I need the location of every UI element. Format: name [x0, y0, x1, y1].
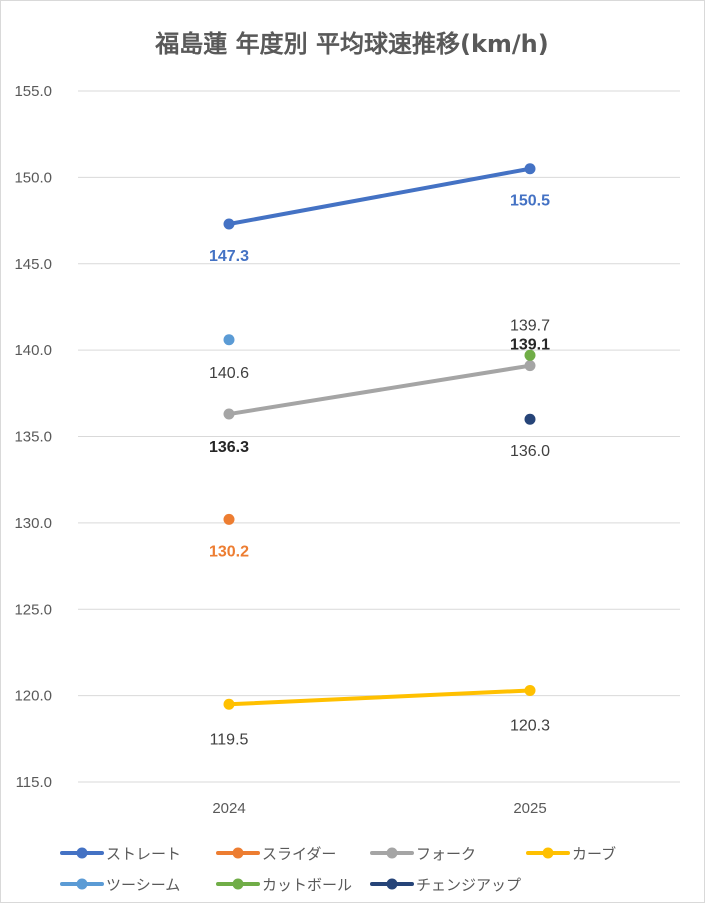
data-label: 119.5	[210, 731, 249, 748]
grid-lines	[78, 90, 680, 783]
data-point	[223, 408, 235, 420]
series-line	[227, 363, 532, 417]
legend-entry: チェンジアップ	[370, 876, 521, 894]
legend-entry: ツーシーム	[60, 876, 180, 894]
legend-swatch-marker	[386, 847, 398, 859]
y-tick-label: 125.0	[14, 601, 52, 618]
legend-entry: ストレート	[60, 845, 181, 863]
data-label: 139.7	[510, 317, 550, 334]
legend-label: チェンジアップ	[416, 876, 521, 894]
data-label: 140.6	[209, 365, 249, 382]
legend-entry: カーブ	[526, 845, 616, 863]
x-tick-label: 2024	[212, 800, 245, 817]
y-tick-label: 140.0	[14, 342, 52, 359]
data-point	[524, 684, 536, 696]
data-point	[524, 349, 536, 361]
x-axis-ticks: 2024 2025	[212, 800, 546, 817]
data-labels: 147.3 150.5 130.2 136.3 139.1 119.5 120.3 140.6…	[209, 193, 550, 749]
y-tick-label: 120.0	[14, 688, 52, 705]
data-point	[223, 698, 235, 710]
data-point	[524, 413, 536, 425]
data-point	[524, 360, 536, 372]
legend-label: ツーシーム	[106, 876, 180, 894]
data-point	[223, 334, 235, 346]
data-label: 136.3	[209, 439, 249, 456]
y-axis-ticks: 115.0 120.0 125.0 130.0 135.0 140.0 145.0 150.0…	[14, 83, 52, 791]
legend-label: カットボール	[262, 876, 352, 894]
legend-swatch-marker	[232, 878, 244, 890]
legend-label: カーブ	[572, 845, 616, 863]
data-point	[223, 513, 235, 525]
data-point	[223, 218, 235, 230]
legend-label: フォーク	[416, 845, 476, 863]
legend-swatch-marker	[232, 847, 244, 859]
legend-entry: カットボール	[216, 876, 352, 894]
y-tick-label: 150.0	[14, 169, 52, 186]
legend-label: スライダー	[262, 845, 336, 863]
legend-swatch-marker	[76, 847, 88, 859]
y-tick-label: 155.0	[14, 83, 52, 100]
data-label: 147.3	[209, 248, 249, 265]
y-tick-label: 135.0	[14, 429, 52, 446]
chart-title: 福島蓮 年度別 平均球速推移(km/h)	[154, 30, 548, 58]
data-point	[524, 163, 536, 175]
y-tick-label: 130.0	[14, 515, 52, 532]
legend-swatch-marker	[386, 878, 398, 890]
data-label: 139.1	[510, 337, 550, 354]
legend-swatch-marker	[542, 847, 554, 859]
series-lines	[227, 166, 532, 707]
legend-entry: フォーク	[370, 845, 476, 863]
x-tick-label: 2025	[513, 800, 546, 817]
series-points	[223, 163, 536, 710]
series-line	[227, 688, 532, 707]
data-label: 150.5	[510, 193, 550, 210]
data-label: 130.2	[209, 543, 249, 560]
legend-label: ストレート	[106, 845, 181, 863]
legend-swatch-marker	[76, 878, 88, 890]
legend-entry: スライダー	[216, 845, 336, 863]
data-label: 120.3	[510, 717, 550, 734]
series-line	[227, 166, 532, 227]
y-tick-label: 115.0	[16, 774, 52, 791]
data-label: 136.0	[510, 443, 550, 460]
y-tick-label: 145.0	[14, 256, 52, 273]
